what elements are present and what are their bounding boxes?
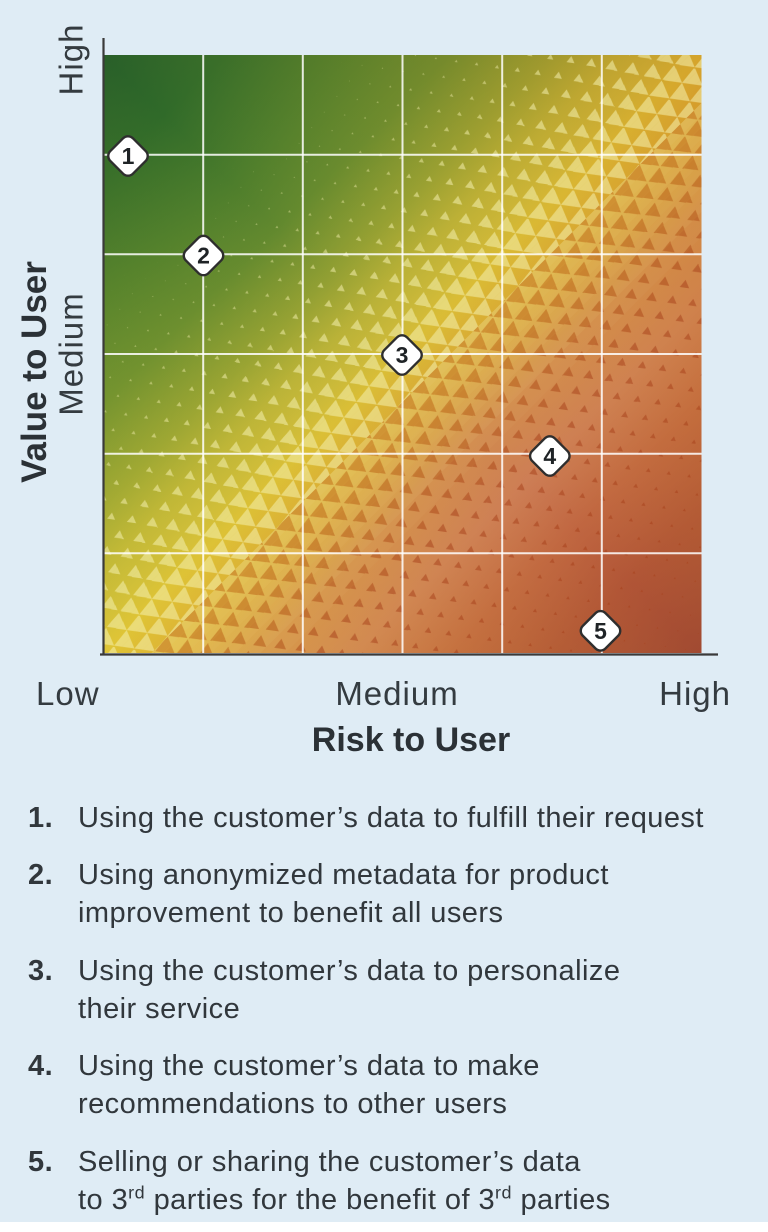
svg-text:High: High — [53, 24, 90, 96]
svg-text:4: 4 — [543, 443, 556, 469]
svg-text:Risk to User: Risk to User — [312, 721, 510, 759]
svg-text:5: 5 — [594, 618, 607, 644]
svg-text:3: 3 — [396, 342, 409, 368]
svg-text:2: 2 — [197, 243, 210, 269]
svg-text:1: 1 — [122, 143, 135, 169]
svg-text:High: High — [659, 675, 731, 712]
svg-text:Medium: Medium — [53, 292, 90, 415]
svg-text:Low: Low — [36, 675, 100, 712]
svg-text:Medium: Medium — [335, 675, 458, 712]
svg-text:Value to User: Value to User — [15, 261, 54, 483]
